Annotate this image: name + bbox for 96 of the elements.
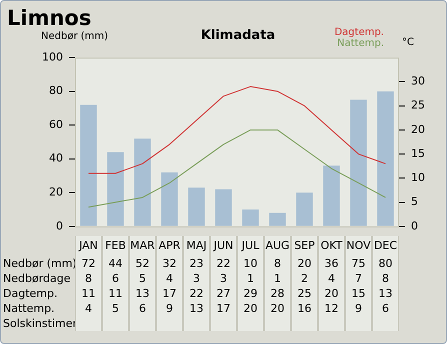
data-label: 44 [102, 256, 129, 271]
y-axis-title: Nedbør (mm) [41, 31, 108, 42]
bar [188, 188, 205, 226]
data-label: 72 [75, 256, 102, 271]
bar [323, 166, 340, 226]
data-label: 6 [372, 301, 399, 316]
y-tick-label: 20 [49, 186, 63, 198]
data-label: 12 [318, 301, 345, 316]
data-label: 75 [345, 256, 372, 271]
data-label: 11 [102, 286, 129, 301]
x-tick-label: APR [156, 236, 183, 256]
text: 1 [264, 271, 291, 286]
chart-title: Limnos [7, 6, 92, 30]
text: 6 [102, 271, 129, 286]
text: 5 [129, 271, 156, 286]
text: 1 [237, 271, 264, 286]
y-tick-label: 0 [56, 219, 63, 232]
text: Dagtemp. [334, 27, 384, 38]
data-label: 15 [345, 286, 372, 301]
bar [161, 172, 178, 226]
data-label: 13 [372, 286, 399, 301]
bar [80, 104, 97, 226]
x-tick-label: OKT [318, 236, 345, 256]
text: Solskinstimer [2, 316, 78, 331]
y2-tick-label: 25 [411, 98, 425, 112]
bar [107, 152, 124, 226]
data-label: 20 [318, 286, 345, 301]
data-label: 23 [183, 256, 210, 271]
data-label: 27 [210, 286, 237, 301]
x-tick-label: JUN [210, 236, 237, 256]
y-tick-label: 100 [42, 50, 63, 64]
text: Nattemp. [3, 302, 55, 315]
bar [269, 212, 286, 226]
y2-tick-label: 20 [411, 122, 425, 136]
data-label: 6 [129, 301, 156, 316]
data-label: 28 [264, 286, 291, 301]
y2-tick-label: 15 [411, 146, 425, 160]
y2-axis-title: °C [402, 37, 414, 48]
data-label: 4 [75, 301, 102, 316]
chart-subtitle: Klimadata [200, 28, 276, 43]
text: Nattemp. [336, 38, 384, 49]
x-tick-label: MAR [129, 236, 156, 256]
data-label: 5 [102, 301, 129, 316]
text: Dagtemp. [3, 287, 58, 300]
text: 7 [345, 271, 372, 286]
text: 8 [75, 271, 102, 286]
data-label: 29 [237, 286, 264, 301]
x-tick-label: SEP [291, 236, 318, 256]
x-tick-label: AUG [264, 236, 291, 256]
x-tick-label: NOV [345, 236, 372, 256]
data-label: 9 [345, 301, 372, 316]
data-label: 13 [183, 301, 210, 316]
data-label: 9 [156, 301, 183, 316]
data-label: 52 [129, 256, 156, 271]
data-label: 11 [75, 286, 102, 301]
bar [242, 210, 259, 226]
data-label: 8 [264, 256, 291, 271]
bar [377, 91, 394, 226]
text: 4 [156, 271, 183, 286]
y2-tick-label: 5 [411, 195, 418, 208]
data-label: 17 [156, 286, 183, 301]
bar [296, 192, 313, 226]
text: Nedbørdage [2, 271, 72, 286]
data-label: 16 [291, 301, 318, 316]
data-label: 20 [291, 256, 318, 271]
y-tick-label: 60 [49, 118, 63, 131]
x-tick-label: MAJ [183, 236, 210, 256]
y2-tick-label: 30 [411, 74, 425, 88]
y-tick-label: 80 [49, 84, 63, 98]
data-label: 25 [291, 286, 318, 301]
bar [215, 189, 232, 226]
data-label: 22 [210, 256, 237, 271]
bar [350, 100, 367, 226]
text: 2 [291, 271, 318, 286]
data-label: 22 [183, 286, 210, 301]
data-label: 32 [156, 256, 183, 271]
text: Nedbør (mm) [3, 257, 77, 270]
text: 3 [183, 271, 210, 286]
x-tick-label: JAN [75, 236, 102, 256]
data-label: 20 [237, 301, 264, 316]
x-tick-label: FEB [102, 236, 129, 256]
x-tick-label: DEC [372, 236, 399, 256]
y2-tick-label: 10 [411, 171, 425, 184]
data-label: 36 [318, 256, 345, 271]
bar [134, 138, 151, 226]
data-label: 17 [210, 301, 237, 316]
y-tick-label: 40 [49, 152, 63, 165]
x-tick-label: JUL [237, 236, 264, 256]
text: 4 [318, 271, 345, 286]
text: 3 [210, 271, 237, 286]
data-label: 13 [129, 286, 156, 301]
text: 8 [372, 271, 399, 286]
data-label: 80 [372, 256, 399, 271]
data-label: 20 [264, 301, 291, 316]
y2-tick-label: 0 [411, 219, 418, 232]
data-label: 10 [237, 256, 264, 271]
